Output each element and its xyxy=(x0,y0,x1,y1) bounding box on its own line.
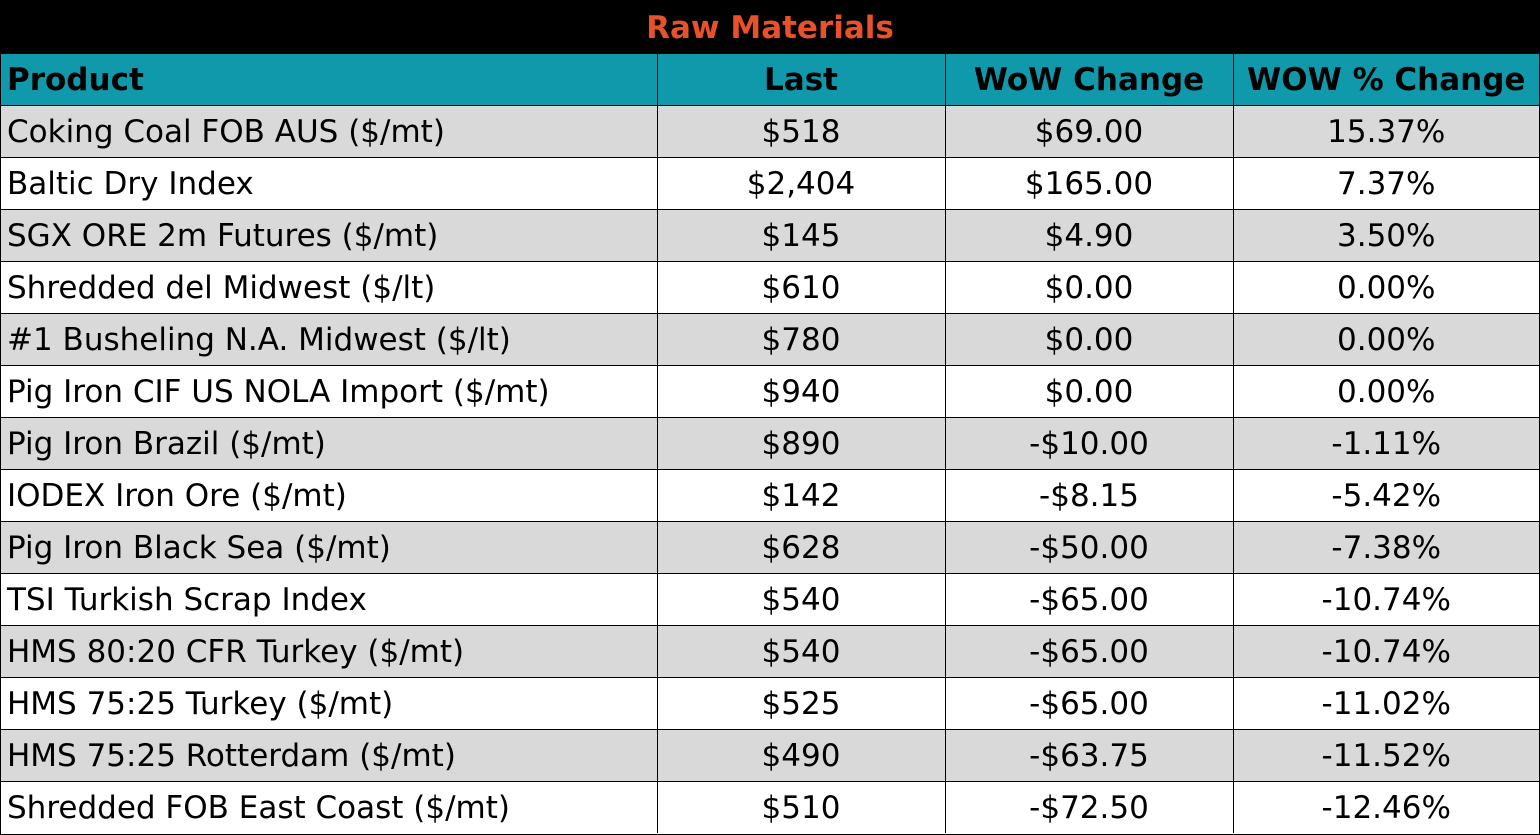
cell-wow-change: -$65.00 xyxy=(944,573,1234,626)
cell-last: $940 xyxy=(656,365,946,418)
raw-materials-table: Product Last WoW Change WOW % Change Cok… xyxy=(1,54,1539,833)
table-row: Pig Iron CIF US NOLA Import ($/mt) $940 $0… xyxy=(1,365,1539,418)
cell-last: $780 xyxy=(656,313,946,366)
table-row: HMS 75:25 Rotterdam ($/mt) $490 -$63.75 -11… xyxy=(1,729,1539,782)
cell-product: HMS 75:25 Turkey ($/mt) xyxy=(1,677,658,730)
cell-wow-change: -$65.00 xyxy=(944,677,1234,730)
table-row: HMS 80:20 CFR Turkey ($/mt) $540 -$65.00 -1… xyxy=(1,625,1539,678)
cell-product: SGX ORE 2m Futures ($/mt) xyxy=(1,209,658,262)
cell-product: Pig Iron Black Sea ($/mt) xyxy=(1,521,658,574)
cell-last: $610 xyxy=(656,261,946,314)
cell-last: $145 xyxy=(656,209,946,262)
cell-wow-pct-change: -11.52% xyxy=(1232,729,1539,782)
header-wow-pct-change: WOW % Change xyxy=(1232,54,1539,106)
table-row: Coking Coal FOB AUS ($/mt) $518 $69.00 15.3… xyxy=(1,105,1539,158)
cell-wow-pct-change: 7.37% xyxy=(1232,157,1539,210)
table-row: #1 Busheling N.A. Midwest ($/lt) $780 $0.0… xyxy=(1,313,1539,366)
cell-last: $540 xyxy=(656,625,946,678)
table-row: SGX ORE 2m Futures ($/mt) $145 $4.90 3.50% xyxy=(1,209,1539,262)
table-row: Pig Iron Black Sea ($/mt) $628 -$50.00 -7.3… xyxy=(1,521,1539,574)
cell-wow-change: -$8.15 xyxy=(944,469,1234,522)
cell-product: IODEX Iron Ore ($/mt) xyxy=(1,469,658,522)
cell-wow-pct-change: -7.38% xyxy=(1232,521,1539,574)
cell-product: HMS 80:20 CFR Turkey ($/mt) xyxy=(1,625,658,678)
cell-wow-pct-change: -10.74% xyxy=(1232,573,1539,626)
table-row: Shredded del Midwest ($/lt) $610 $0.00 0.00… xyxy=(1,261,1539,314)
cell-wow-pct-change: -10.74% xyxy=(1232,625,1539,678)
cell-last: $890 xyxy=(656,417,946,470)
cell-wow-pct-change: 3.50% xyxy=(1232,209,1539,262)
cell-wow-pct-change: 0.00% xyxy=(1232,261,1539,314)
table-row: Pig Iron Brazil ($/mt) $890 -$10.00 -1.11% xyxy=(1,417,1539,470)
cell-wow-change: -$63.75 xyxy=(944,729,1234,782)
cell-wow-change: $69.00 xyxy=(944,105,1234,158)
cell-wow-change: -$65.00 xyxy=(944,625,1234,678)
header-last: Last xyxy=(656,54,946,106)
cell-wow-change: $0.00 xyxy=(944,261,1234,314)
cell-product: Shredded FOB East Coast ($/mt) xyxy=(1,781,658,833)
cell-wow-change: $4.90 xyxy=(944,209,1234,262)
cell-wow-pct-change: -1.11% xyxy=(1232,417,1539,470)
cell-product: HMS 75:25 Rotterdam ($/mt) xyxy=(1,729,658,782)
cell-last: $628 xyxy=(656,521,946,574)
cell-last: $540 xyxy=(656,573,946,626)
cell-wow-pct-change: 0.00% xyxy=(1232,365,1539,418)
cell-product: Shredded del Midwest ($/lt) xyxy=(1,261,658,314)
cell-product: Baltic Dry Index xyxy=(1,157,658,210)
table-row: TSI Turkish Scrap Index $540 -$65.00 -10.74… xyxy=(1,573,1539,626)
cell-last: $525 xyxy=(656,677,946,730)
cell-wow-pct-change: 15.37% xyxy=(1232,105,1539,158)
cell-wow-change: -$72.50 xyxy=(944,781,1234,833)
cell-product: TSI Turkish Scrap Index xyxy=(1,573,658,626)
cell-last: $490 xyxy=(656,729,946,782)
cell-product: #1 Busheling N.A. Midwest ($/lt) xyxy=(1,313,658,366)
table-row: IODEX Iron Ore ($/mt) $142 -$8.15 -5.42% xyxy=(1,469,1539,522)
cell-wow-change: $0.00 xyxy=(944,365,1234,418)
table-row: HMS 75:25 Turkey ($/mt) $525 -$65.00 -11.02… xyxy=(1,677,1539,730)
cell-product: Pig Iron Brazil ($/mt) xyxy=(1,417,658,470)
cell-last: $142 xyxy=(656,469,946,522)
table-title: Raw Materials xyxy=(1,1,1539,54)
cell-last: $2,404 xyxy=(656,157,946,210)
cell-product: Pig Iron CIF US NOLA Import ($/mt) xyxy=(1,365,658,418)
cell-wow-pct-change: 0.00% xyxy=(1232,313,1539,366)
header-row: Product Last WoW Change WOW % Change xyxy=(1,54,1539,106)
cell-wow-change: -$10.00 xyxy=(944,417,1234,470)
cell-product: Coking Coal FOB AUS ($/mt) xyxy=(1,105,658,158)
table-row: Baltic Dry Index $2,404 $165.00 7.37% xyxy=(1,157,1539,210)
cell-wow-change: -$50.00 xyxy=(944,521,1234,574)
cell-wow-pct-change: -11.02% xyxy=(1232,677,1539,730)
header-wow-change: WoW Change xyxy=(944,54,1234,106)
table-row: Shredded FOB East Coast ($/mt) $510 -$72.5… xyxy=(1,781,1539,833)
cell-wow-change: $165.00 xyxy=(944,157,1234,210)
cell-last: $510 xyxy=(656,781,946,833)
cell-wow-change: $0.00 xyxy=(944,313,1234,366)
cell-wow-pct-change: -5.42% xyxy=(1232,469,1539,522)
header-product: Product xyxy=(1,54,658,106)
cell-last: $518 xyxy=(656,105,946,158)
cell-wow-pct-change: -12.46% xyxy=(1232,781,1539,833)
